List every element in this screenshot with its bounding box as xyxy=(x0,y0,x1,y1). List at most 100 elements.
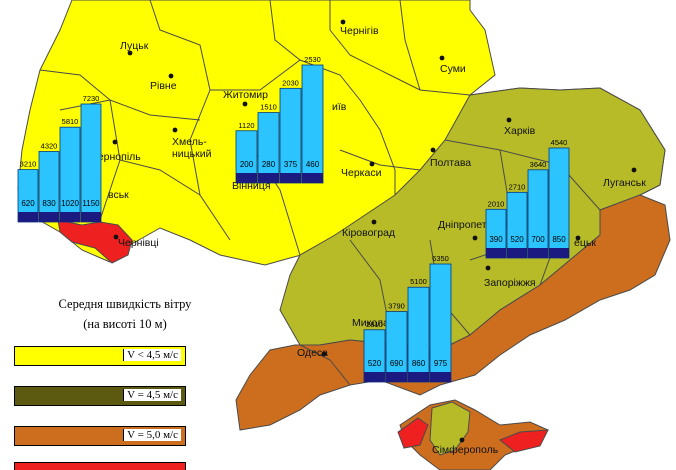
city-dot-luhansk xyxy=(631,167,637,173)
bar-top-label-south-0: 2810 xyxy=(366,320,383,329)
bar-inner-label-south-0: 520 xyxy=(368,359,382,368)
bar-base-center-1 xyxy=(258,173,279,183)
bar-inner-label-west-3: 1150 xyxy=(82,199,100,208)
city-label-lviv: вськ xyxy=(108,189,129,201)
city-label-khmelnytskyi-line2: ницький xyxy=(172,148,212,160)
legend-label-5-0: V = 5,0 м/с xyxy=(123,429,181,441)
city-label-kirovohrad: Кіровоград xyxy=(342,227,395,239)
bar-east-2 xyxy=(527,169,549,259)
bar-inner-label-center-1: 280 xyxy=(262,160,276,169)
legend-subtitle: (на висоті 10 м) xyxy=(83,317,167,331)
city-label-luhansk: Луганськ xyxy=(603,177,646,189)
city-dot-odesa xyxy=(321,351,327,357)
bar-south-1 xyxy=(385,311,408,383)
city-label-odesa: Одеса xyxy=(297,347,328,359)
legend-label-4-5: V = 4,5 м/с xyxy=(123,389,181,401)
city-label-cherkasy: Черкаси xyxy=(341,167,382,179)
city-label-khmelnytskyi: Хмель- ницький xyxy=(172,136,212,160)
bar-top-label-west-3: 7230 xyxy=(83,94,100,103)
city-label-donetsk: ецьк xyxy=(574,237,596,249)
bar-base-west-3 xyxy=(81,212,101,222)
bar-base-south-3 xyxy=(430,372,451,382)
bar-top-label-east-0: 2010 xyxy=(488,199,505,208)
bar-inner-label-center-2: 375 xyxy=(284,160,298,169)
city-dot-cherkasy xyxy=(369,161,375,167)
city-label-sumy: Суми xyxy=(440,63,466,75)
city-dot-donetsk xyxy=(575,235,581,241)
bar-top-label-center-3: 2530 xyxy=(304,55,321,64)
bar-inner-label-center-0: 200 xyxy=(240,160,254,169)
city-label-dnipro: Дніпропет xyxy=(438,219,487,231)
bar-top-label-center-2: 2030 xyxy=(282,78,299,87)
city-label-lutsk: Луцьк xyxy=(120,40,149,52)
city-label-chernihiv: Чернігів xyxy=(340,25,379,37)
bar-base-west-0 xyxy=(18,212,38,222)
city-dot-zhytomyr xyxy=(242,101,248,107)
bar-base-center-0 xyxy=(236,173,257,183)
bar-inner-label-south-2: 860 xyxy=(412,359,426,368)
bar-inner-label-east-1: 520 xyxy=(510,235,524,244)
bar-base-east-0 xyxy=(486,248,506,258)
bar-top-label-west-0: 3210 xyxy=(20,160,37,169)
bar-base-south-0 xyxy=(364,372,385,382)
city-label-kyiv: иїв xyxy=(332,101,347,113)
city-dot-chernihiv xyxy=(340,19,346,25)
legend-item-5-0: V = 5,0 м/с xyxy=(14,426,186,446)
city-label-kharkiv: Харків xyxy=(504,125,536,137)
city-label-chernivtsi: Чернівці xyxy=(118,237,159,249)
bar-top-label-south-3: 6350 xyxy=(432,254,449,263)
bar-base-east-2 xyxy=(528,248,548,258)
city-label-zaporizhzhia: Запоріжжя xyxy=(484,277,536,289)
city-dot-kharkiv xyxy=(506,117,512,123)
zone-red-kerch xyxy=(499,429,549,453)
city-dot-khmelnytskyi xyxy=(172,127,178,133)
zone-5-0 xyxy=(235,194,671,431)
bar-base-west-1 xyxy=(39,212,59,222)
city-dot-dnipro xyxy=(472,235,478,241)
bar-base-center-2 xyxy=(280,173,301,183)
city-label-mykolaiv: Микола xyxy=(352,317,389,329)
bar-base-center-3 xyxy=(302,173,323,183)
bar-inner-label-south-1: 690 xyxy=(390,359,404,368)
bar-inner-label-west-1: 830 xyxy=(42,199,56,208)
bar-inner-label-south-3: 975 xyxy=(434,359,448,368)
city-label-ternopil: Тернопіль xyxy=(92,151,141,163)
bar-top-label-south-1: 3790 xyxy=(388,302,405,311)
bar-inner-label-east-3: 850 xyxy=(552,235,566,244)
bar-top-label-west-1: 4320 xyxy=(41,141,58,150)
bar-base-west-2 xyxy=(60,212,80,222)
bar-top-label-east-1: 2710 xyxy=(509,182,526,191)
bar-top-label-center-0: 1120 xyxy=(238,121,254,130)
city-dot-poltava xyxy=(430,147,436,153)
city-dot-ternopil xyxy=(112,139,118,145)
bar-base-east-1 xyxy=(507,248,527,258)
bar-base-east-3 xyxy=(549,248,569,258)
bar-inner-label-east-2: 700 xyxy=(531,235,545,244)
bar-inner-label-east-0: 390 xyxy=(489,235,503,244)
bar-center-1 xyxy=(257,112,280,184)
legend-item-5-5 xyxy=(14,462,186,470)
city-label-simferopol: Сімферополь xyxy=(432,444,499,456)
zone-red-carpathian xyxy=(57,219,133,264)
bar-top-label-east-2: 3640 xyxy=(530,160,547,169)
city-dot-chernivtsi xyxy=(113,234,119,240)
bar-top-label-east-3: 4540 xyxy=(551,138,568,147)
bar-top-label-west-2: 5810 xyxy=(62,117,79,126)
wind-energy-bars: 3210 620 4320 830 5810 1020 7230 1150 1120 200 151… xyxy=(17,55,570,383)
legend-item-4-5: V = 4,5 м/с xyxy=(14,386,186,406)
city-dot-simferopol xyxy=(459,437,465,443)
city-label-poltava: Полтава xyxy=(430,157,471,169)
bar-inner-label-center-3: 460 xyxy=(306,160,320,169)
bar-top-label-south-2: 5100 xyxy=(410,277,427,286)
city-label-zhytomyr: Житомир xyxy=(223,89,268,101)
bar-inner-label-west-0: 620 xyxy=(21,199,35,208)
legend-item-below-4-5: V < 4,5 м/с xyxy=(14,346,186,366)
legend-title: Середня швидкість вітру xyxy=(58,297,192,311)
city-dot-zaporizhzhia xyxy=(485,265,491,271)
zone-red-crimea-west xyxy=(397,417,429,449)
city-dot-lutsk xyxy=(127,50,133,56)
bar-west-1 xyxy=(38,151,60,223)
city-label-khmelnytskyi-line1: Хмель- xyxy=(172,136,207,148)
